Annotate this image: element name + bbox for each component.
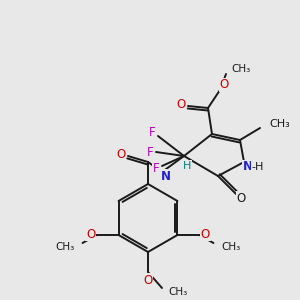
Text: H: H <box>183 161 191 171</box>
Text: O: O <box>116 148 126 161</box>
Text: O: O <box>219 79 229 92</box>
Text: CH₃: CH₃ <box>55 242 75 252</box>
Text: N: N <box>161 169 171 182</box>
Text: CH₃: CH₃ <box>231 64 250 74</box>
Text: F: F <box>147 146 153 158</box>
Text: CH₃: CH₃ <box>269 119 290 129</box>
Text: -H: -H <box>252 162 264 172</box>
Text: F: F <box>149 125 155 139</box>
Text: CH₃: CH₃ <box>221 242 241 252</box>
Text: N: N <box>243 160 253 173</box>
Text: CH₃: CH₃ <box>168 287 187 297</box>
Text: O: O <box>201 227 210 241</box>
Text: F: F <box>153 161 159 175</box>
Text: O: O <box>176 98 186 112</box>
Text: O: O <box>143 274 153 286</box>
Text: O: O <box>236 191 246 205</box>
Text: O: O <box>86 227 95 241</box>
